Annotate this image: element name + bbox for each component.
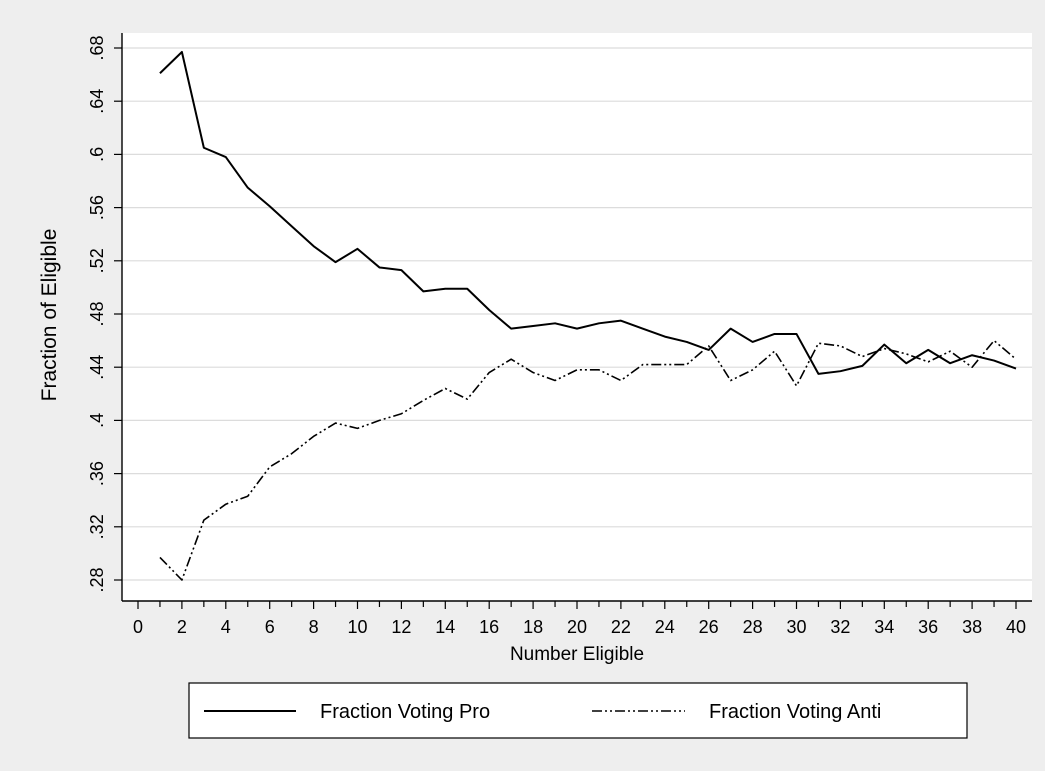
x-tick-label: 4 [221,617,231,637]
x-tick-label: 6 [265,617,275,637]
y-tick-label: .44 [87,355,107,380]
legend-label-anti: Fraction Voting Anti [709,701,881,723]
y-tick-label: .6 [87,147,107,162]
x-axis-title: Number Eligible [510,644,644,665]
y-tick-label: .28 [87,567,107,592]
x-tick-label: 34 [874,617,894,637]
y-axis-title: Fraction of Eligible [38,229,61,402]
x-tick-label: 0 [133,617,143,637]
x-tick-label: 28 [743,617,763,637]
y-tick-label: .4 [87,413,107,428]
y-tick-label: .32 [87,514,107,539]
x-tick-label: 24 [655,617,675,637]
x-tick-label: 22 [611,617,631,637]
y-tick-label: .48 [87,301,107,326]
axes: .28.32.36.4.44.48.52.56.6.64.680 2 4 6 8 10 12… [87,33,1032,637]
y-tick-label: .52 [87,248,107,273]
x-tick-label: 32 [830,617,850,637]
series-lines [159,50,1017,581]
legend: Fraction Voting Pro Fraction Voting Anti [188,682,968,739]
x-tick-label: 30 [786,617,806,637]
legend-label-pro: Fraction Voting Pro [320,701,490,723]
y-tick-label: .56 [87,195,107,220]
plot-area [122,33,1032,601]
x-tick-label: 20 [567,617,587,637]
x-tick-label: 16 [479,617,499,637]
grid-lines [122,47,1032,581]
x-tick-label: 26 [699,617,719,637]
x-tick-label: 18 [523,617,543,637]
x-tick-label: 14 [435,617,455,637]
series-line-anti [159,339,1017,581]
legend-box [188,682,968,739]
x-tick-label: 38 [962,617,982,637]
x-tick-label: 36 [918,617,938,637]
series-line-pro [159,50,1017,375]
x-tick-label: 2 [177,617,187,637]
y-tick-label: .36 [87,461,107,486]
x-tick-label: 10 [347,617,367,637]
x-tick-label: 8 [309,617,319,637]
x-tick-label: 12 [391,617,411,637]
y-tick-label: .68 [87,35,107,60]
y-tick-label: .64 [87,89,107,114]
x-tick-label: 40 [1006,617,1026,637]
